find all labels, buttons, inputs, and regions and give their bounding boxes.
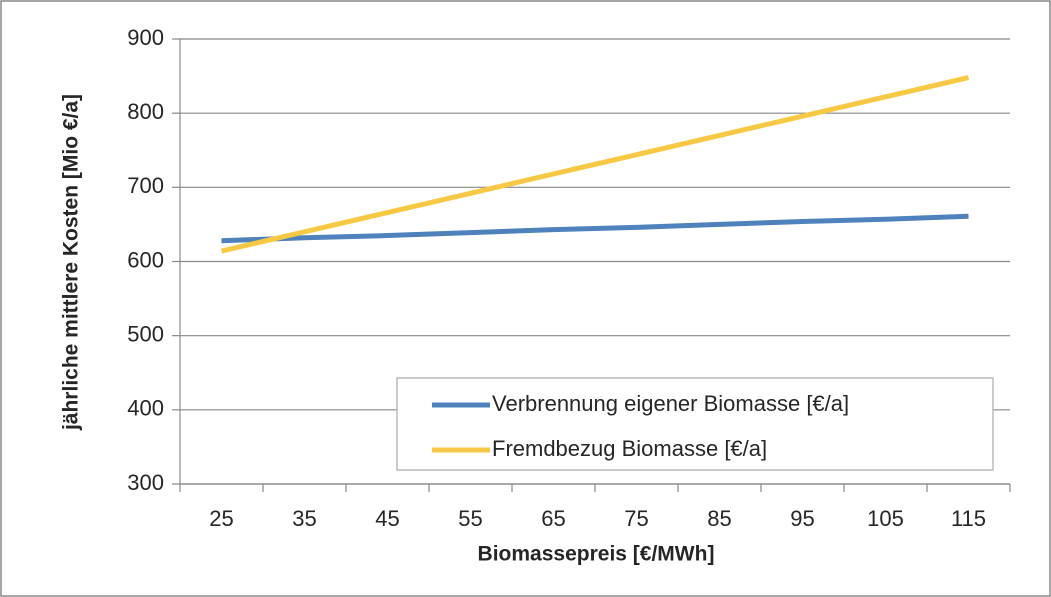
x-tick-label: 25 (209, 506, 233, 531)
x-tick-label: 65 (541, 506, 565, 531)
legend-label: Fremdbezug Biomasse [€/a] (492, 436, 767, 461)
x-axis-label: Biomassepreis [€/MWh] (478, 543, 715, 566)
x-tick-label: 85 (707, 506, 731, 531)
x-tick-label: 95 (790, 506, 814, 531)
legend-box (396, 377, 994, 471)
y-tick-label: 900 (127, 25, 164, 50)
legend-label: Verbrennung eigener Biomasse [€/a] (492, 391, 849, 416)
x-tick-label: 75 (624, 506, 648, 531)
x-tick-label: 105 (867, 506, 904, 531)
y-tick-label: 600 (127, 247, 164, 272)
y-tick-label: 400 (127, 396, 164, 421)
legend: Verbrennung eigener Biomasse [€/a] Fremdb… (396, 377, 994, 471)
y-tick-label: 700 (127, 173, 164, 198)
data-line (221, 213, 969, 244)
x-tick-label: 45 (375, 506, 399, 531)
y-tick-label: 500 (127, 321, 164, 346)
x-tick-label: 55 (458, 506, 482, 531)
y-tick-label: 300 (127, 470, 164, 495)
data-line (220, 75, 970, 254)
y-axis-label: jährliche mittlere Kosten [Mio €/a] (60, 94, 83, 431)
x-tick-label: 115 (951, 506, 986, 531)
y-tick-label: 800 (127, 99, 164, 124)
x-tick-label: 35 (292, 506, 316, 531)
